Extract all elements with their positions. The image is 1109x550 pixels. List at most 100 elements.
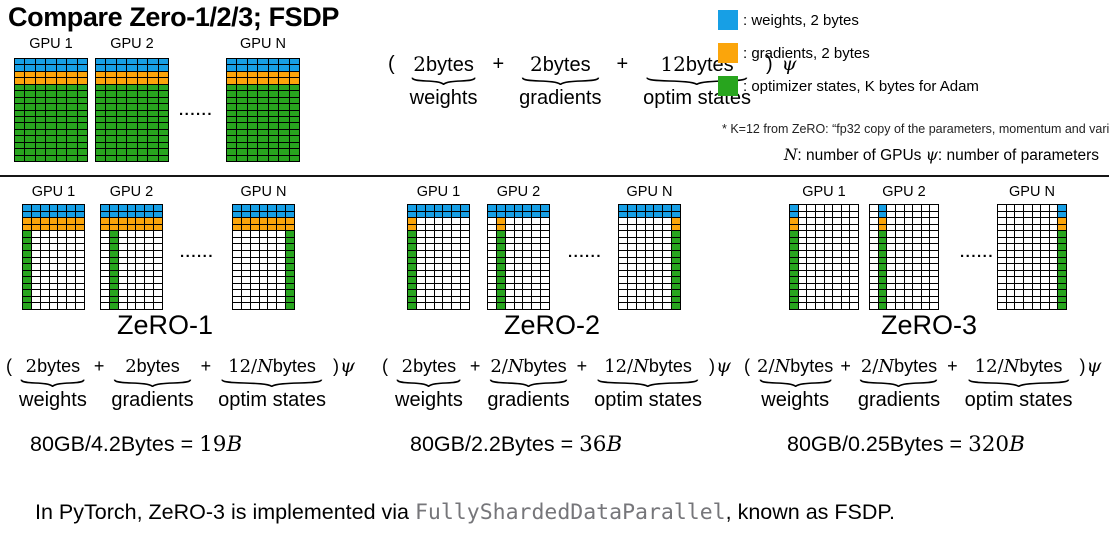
grid-cell [145, 244, 154, 250]
plus-sign: + [840, 356, 851, 376]
grid-cell [15, 104, 25, 110]
grid-cell [259, 264, 268, 270]
grid-cell [154, 224, 162, 231]
grid-cell [116, 78, 127, 84]
grid-cell [109, 224, 118, 231]
grid-cell [1041, 303, 1049, 309]
grid-cell [127, 290, 136, 296]
grid-cell [106, 149, 116, 155]
grid-cell [1023, 244, 1032, 250]
grid-cell [904, 303, 913, 309]
grid-cell [31, 244, 40, 250]
memory-grid-zero1-gpun [232, 204, 295, 310]
grid-cell [1006, 211, 1015, 218]
grid-cell [58, 277, 67, 283]
grid-cell [31, 283, 40, 290]
grid-cell [106, 65, 116, 71]
grid-cell [268, 65, 279, 71]
grid-cell [532, 250, 541, 257]
grid-cell [127, 65, 137, 71]
grid-cell [268, 264, 277, 270]
grid-cell [887, 303, 895, 309]
grid-cell [636, 296, 645, 303]
grid-cell [46, 71, 56, 78]
grid-cell [833, 218, 841, 224]
grid-cell [930, 231, 938, 237]
grid-cell [645, 218, 654, 224]
grid-cell [31, 303, 40, 309]
grid-cell [279, 78, 289, 84]
grid-cell [58, 303, 67, 309]
grid-cell [1032, 290, 1041, 296]
grid-cell [101, 303, 109, 309]
memory-grid-zero2-gpu1 [407, 204, 470, 310]
grid-cell [645, 303, 654, 309]
grid-cell [289, 104, 299, 110]
grid-cell [1032, 283, 1041, 290]
grid-cell [452, 264, 461, 270]
text-segment: N [774, 356, 791, 377]
grid-cell [841, 250, 850, 257]
formula-open-paren: ( [382, 356, 388, 376]
grid-cell [798, 296, 807, 303]
grid-cell [672, 257, 680, 264]
grid-cell [636, 237, 645, 244]
grid-cell [77, 155, 87, 161]
grid-cell [824, 296, 833, 303]
grid-cell [645, 264, 654, 270]
grid-cell [672, 218, 680, 224]
grid-cell [1058, 211, 1066, 218]
grid-cell [148, 104, 158, 110]
grid-cell [913, 264, 921, 270]
grid-cell [895, 211, 904, 218]
grid-cell [58, 244, 67, 250]
grid-cell [672, 224, 680, 231]
grid-cell [137, 136, 148, 142]
grid-cell [106, 104, 116, 110]
grid-cell [815, 270, 824, 277]
grid-cell [268, 97, 279, 104]
grid-cell [878, 244, 887, 250]
grid-cell [663, 231, 672, 237]
grid-cell [259, 296, 268, 303]
grid-cell [67, 78, 77, 84]
grid-cell [541, 303, 549, 309]
grid-cell [241, 218, 250, 224]
grid-cell [250, 218, 259, 224]
grid-cell [488, 283, 496, 290]
grid-cell [452, 296, 461, 303]
grid-cell [1015, 283, 1023, 290]
grid-cell [116, 97, 127, 104]
grid-cell [434, 303, 443, 309]
grid-cell [109, 218, 118, 224]
grid-cell [116, 84, 127, 91]
grid-cell [258, 142, 268, 149]
grid-cell [798, 250, 807, 257]
grid-cell [1041, 264, 1049, 270]
grid-cell [921, 244, 930, 250]
grid-cell [541, 211, 549, 218]
grid-cell [619, 250, 627, 257]
grid-cell [904, 237, 913, 244]
grid-cell [790, 224, 798, 231]
grid-cell [286, 277, 294, 283]
grid-cell [998, 205, 1006, 211]
grid-cell [35, 78, 46, 84]
formula-term: 2bytes weights [410, 52, 478, 110]
grid-cell [636, 303, 645, 309]
grid-cell [233, 257, 241, 264]
grid-cell [1006, 244, 1015, 250]
grid-cell [1058, 205, 1066, 211]
grid-cell [40, 264, 49, 270]
grid-cell [118, 270, 127, 277]
text-segment: 80GB/2.2Bytes = [410, 432, 580, 456]
grid-cell [895, 231, 904, 237]
grid-cell [850, 218, 858, 224]
zero3-panel: GPU 1 GPU 2 GPU N ...... ZeRO-3 (2/Nbyte… [742, 182, 1109, 550]
grid-cell [148, 129, 158, 136]
grid-cell [815, 218, 824, 224]
grid-cell [76, 264, 84, 270]
grid-cell [106, 71, 116, 78]
grid-cell [58, 264, 67, 270]
grid-cell [1032, 303, 1041, 309]
